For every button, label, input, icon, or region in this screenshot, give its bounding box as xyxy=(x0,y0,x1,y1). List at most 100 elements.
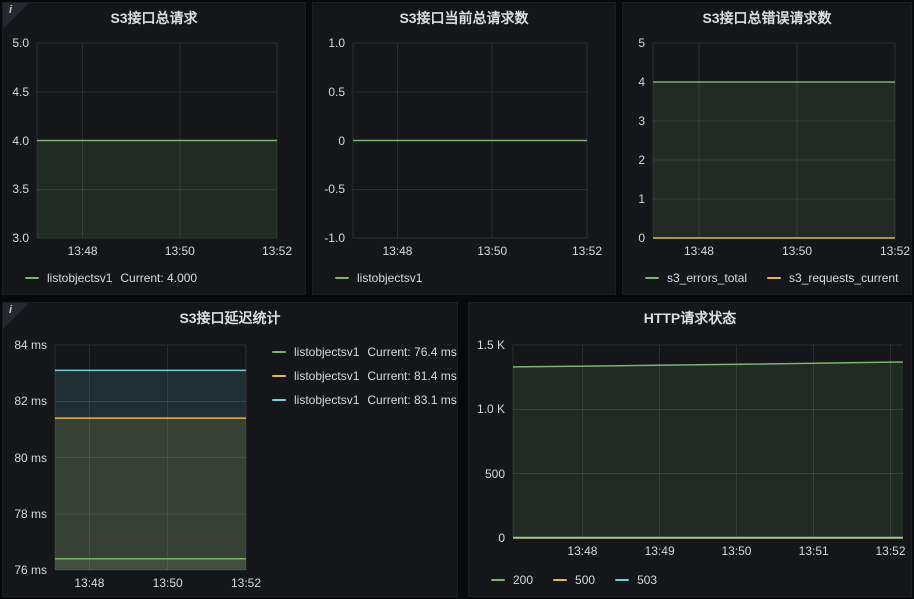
legend-series-dash-icon xyxy=(553,579,568,581)
x-tick-label: 13:52 xyxy=(879,244,911,258)
y-tick-label: 5 xyxy=(638,36,645,50)
x-tick-label: 13:50 xyxy=(721,544,752,558)
panel-title[interactable]: S3接口当前总请求数 xyxy=(399,10,529,26)
y-tick-label: 4.0 xyxy=(12,133,29,148)
legend-series-value: Current: 81.4 ms xyxy=(367,369,457,383)
panel-s3-current-requests: S3接口当前总请求数 1.0 0.5 0 -0.5 -1.0 13:48 13:50 13:5… xyxy=(312,2,616,295)
y-tick-label: 0.5 xyxy=(328,84,345,99)
legend-item[interactable]: 503 xyxy=(615,573,657,587)
x-tick-label: 13:52 xyxy=(230,576,262,590)
legend: s3_errors_total s3_requests_current xyxy=(623,262,911,294)
legend-series-name: listobjectsv1 xyxy=(47,271,113,285)
x-tick-label: 13:48 xyxy=(74,576,105,590)
y-tick-label: 80 ms xyxy=(14,450,47,465)
legend-item[interactable]: listobjectsv1 xyxy=(335,271,422,285)
info-icon[interactable]: i xyxy=(3,303,29,329)
legend: listobjectsv1 Current: 4.000 xyxy=(3,262,305,294)
x-tick-label: 13:48 xyxy=(683,244,714,258)
panel-title[interactable]: HTTP请求状态 xyxy=(643,310,737,326)
legend-series-value: Current: 76.4 ms xyxy=(367,345,457,359)
legend-series-dash-icon xyxy=(272,399,286,401)
series-fill xyxy=(653,82,895,238)
x-tick-label: 13:50 xyxy=(781,244,812,258)
legend-series-dash-icon xyxy=(615,579,630,581)
chart-s3-current-requests[interactable]: 1.0 0.5 0 -0.5 -1.0 13:48 13:50 13:52 xyxy=(313,31,615,262)
x-tick-label: 13:48 xyxy=(67,244,98,258)
x-tick-label: 13:52 xyxy=(571,244,603,258)
y-tick-label: -1.0 xyxy=(324,231,345,245)
legend-item[interactable]: listobjectsv1 Current: 76.4 ms xyxy=(272,345,457,359)
info-icon[interactable]: i xyxy=(3,3,29,29)
x-tick-label: 13:51 xyxy=(798,544,829,558)
legend-item[interactable]: listobjectsv1 Current: 4.000 xyxy=(25,271,197,285)
legend-series-name: s3_errors_total xyxy=(667,271,748,285)
y-tick-label: 1.0 K xyxy=(476,402,505,417)
y-tick-label: 3 xyxy=(638,114,645,128)
y-tick-label: 4.5 xyxy=(12,84,29,99)
chart-svg xyxy=(652,42,896,239)
panel-s3-total-requests: i S3接口总请求 5.0 4.5 4.0 3.5 3.0 13:48 13:50 13:52… xyxy=(2,2,306,295)
legend-item[interactable]: listobjectsv1 Current: 83.1 ms xyxy=(272,393,457,407)
series-line xyxy=(512,361,904,368)
legend-series-dash-icon xyxy=(25,277,39,279)
x-tick-label: 13:50 xyxy=(477,244,508,258)
legend-series-name: listobjectsv1 xyxy=(357,271,423,285)
y-tick-label: 3.5 xyxy=(12,182,29,197)
panel-title[interactable]: S3接口总请求 xyxy=(110,10,198,26)
chart-svg xyxy=(512,344,904,539)
legend-series-dash-icon xyxy=(335,277,349,279)
legend: 200 500 503 xyxy=(469,564,911,596)
y-tick-label: 0 xyxy=(338,133,345,148)
x-tick-label: 13:52 xyxy=(875,544,906,558)
legend-series-dash-icon xyxy=(767,277,782,279)
x-tick-label: 13:50 xyxy=(152,576,183,590)
legend-series-dash-icon xyxy=(272,375,286,377)
legend-item[interactable]: 200 xyxy=(491,573,533,587)
y-tick-label: 3.0 xyxy=(12,231,29,245)
y-tick-label: 5.0 xyxy=(12,36,29,50)
panel-s3-latency-stats: i S3接口延迟统计 84 ms 82 ms 80 ms 78 ms 76 ms 13:4… xyxy=(2,302,458,597)
legend-series-name: listobjectsv1 xyxy=(294,345,360,359)
legend-item[interactable]: listobjectsv1 Current: 81.4 ms xyxy=(272,369,457,383)
y-tick-label: -0.5 xyxy=(324,182,345,197)
y-tick-label: 0 xyxy=(638,231,645,245)
legend-series-dash-icon xyxy=(491,579,505,581)
legend-series-name: listobjectsv1 xyxy=(294,393,360,407)
y-tick-label: 0 xyxy=(498,531,505,545)
legend-series-dash-icon xyxy=(272,351,286,353)
info-icon-glyph: i xyxy=(9,304,13,316)
legend-series-name: 200 xyxy=(513,573,534,587)
y-tick-label: 78 ms xyxy=(14,506,47,521)
y-tick-label: 1.0 xyxy=(328,36,345,50)
y-tick-label: 1.5 K xyxy=(476,338,505,352)
x-tick-label: 13:50 xyxy=(164,244,195,258)
chart-s3-error-requests[interactable]: 5 4 3 2 1 0 13:48 13:50 13:52 xyxy=(623,31,911,262)
x-tick-label: 13:48 xyxy=(382,244,413,258)
legend-series-name: 503 xyxy=(637,573,658,587)
series-fill xyxy=(55,558,246,570)
y-tick-label: 4 xyxy=(638,75,645,89)
y-tick-label: 1 xyxy=(638,192,645,206)
x-tick-label: 13:49 xyxy=(644,544,675,558)
panel-title[interactable]: S3接口延迟统计 xyxy=(179,310,281,326)
chart-s3-total-requests[interactable]: 5.0 4.5 4.0 3.5 3.0 13:48 13:50 13:52 xyxy=(3,31,305,262)
legend-series-value: Current: 83.1 ms xyxy=(367,393,457,407)
panel-title[interactable]: S3接口总错误请求数 xyxy=(702,10,832,26)
legend-series-dash-icon xyxy=(645,277,659,279)
series-fill xyxy=(55,370,246,570)
y-tick-label: 82 ms xyxy=(14,394,47,409)
x-tick-label: 13:48 xyxy=(567,544,598,558)
panel-http-status: HTTP请求状态 1.5 K 1.0 K 500 0 13:48 13:49 13:50 13… xyxy=(468,302,912,597)
chart-s3-latency[interactable]: 84 ms 82 ms 80 ms 78 ms 76 ms 13:48 13:50 13:52 xyxy=(3,331,272,596)
info-icon-glyph: i xyxy=(9,4,13,16)
legend: listobjectsv1 xyxy=(313,262,615,294)
series-fill xyxy=(55,418,246,570)
legend-item[interactable]: 500 xyxy=(553,573,595,587)
legend-item[interactable]: s3_requests_current xyxy=(767,271,898,285)
chart-http-status[interactable]: 1.5 K 1.0 K 500 0 13:48 13:49 13:50 13:51 13:52 xyxy=(469,331,911,564)
y-tick-label: 76 ms xyxy=(14,563,47,577)
chart-svg xyxy=(352,42,588,239)
panel-s3-error-requests: S3接口总错误请求数 5 4 3 2 1 0 13:48 13:50 13:52 s3_erro… xyxy=(622,2,912,295)
legend: listobjectsv1 Current: 76.4 ms listobjects… xyxy=(272,331,457,596)
legend-item[interactable]: s3_errors_total xyxy=(645,271,747,285)
